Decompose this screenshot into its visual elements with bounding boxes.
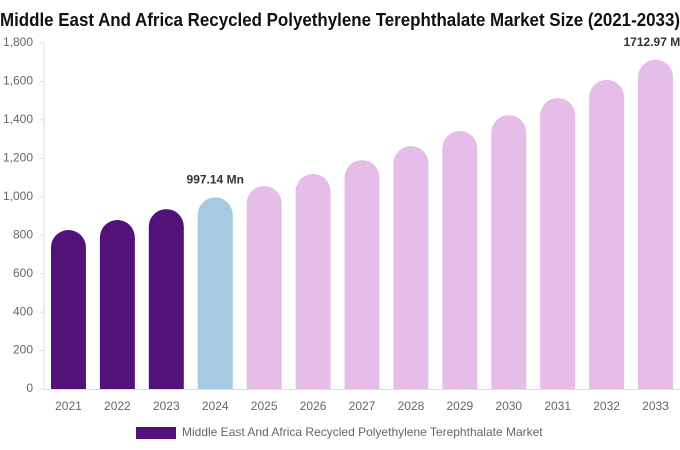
y-tick-label: 1,600 bbox=[3, 74, 33, 88]
bar bbox=[344, 160, 380, 389]
bar bbox=[491, 115, 527, 390]
bar bbox=[442, 131, 478, 389]
x-tick-label: 2024 bbox=[202, 399, 229, 413]
value-label: 1712.97 Mn bbox=[624, 35, 680, 49]
x-tick-label: 2031 bbox=[544, 399, 571, 413]
y-tick-label: 1,800 bbox=[3, 35, 33, 49]
x-tick-label: 2032 bbox=[593, 399, 620, 413]
bar bbox=[246, 186, 282, 389]
bar bbox=[589, 79, 625, 389]
chart-title: Middle East And Africa Recycled Polyethy… bbox=[0, 10, 680, 30]
x-tick-label: 2030 bbox=[495, 399, 522, 413]
y-tick-label: 0 bbox=[26, 381, 33, 395]
value-label: 997.14 Mn bbox=[187, 172, 244, 186]
x-tick-label: 2033 bbox=[642, 399, 669, 413]
bar bbox=[50, 230, 86, 389]
x-tick-label: 2022 bbox=[104, 399, 131, 413]
y-tick-label: 200 bbox=[13, 343, 33, 357]
x-tick-label: 2021 bbox=[55, 399, 82, 413]
legend-swatch bbox=[136, 427, 176, 439]
y-tick-label: 400 bbox=[13, 304, 33, 318]
bar bbox=[295, 173, 331, 389]
bar bbox=[540, 97, 576, 389]
y-tick-label: 1,000 bbox=[3, 189, 33, 203]
y-tick-label: 800 bbox=[13, 227, 33, 241]
x-tick-label: 2023 bbox=[153, 399, 180, 413]
bar bbox=[638, 59, 674, 390]
x-tick-label: 2025 bbox=[251, 399, 278, 413]
x-tick-label: 2028 bbox=[398, 399, 425, 413]
bar bbox=[197, 197, 233, 389]
x-tick-label: 2029 bbox=[446, 399, 473, 413]
bar bbox=[393, 146, 429, 389]
x-tick-label: 2026 bbox=[300, 399, 327, 413]
bar bbox=[99, 220, 135, 389]
y-tick-label: 1,200 bbox=[3, 151, 33, 165]
x-tick-label: 2027 bbox=[349, 399, 376, 413]
legend-label: Middle East And Africa Recycled Polyethy… bbox=[182, 425, 543, 439]
y-tick-label: 1,400 bbox=[3, 112, 33, 126]
y-tick-label: 600 bbox=[13, 266, 33, 280]
bar bbox=[148, 209, 184, 389]
